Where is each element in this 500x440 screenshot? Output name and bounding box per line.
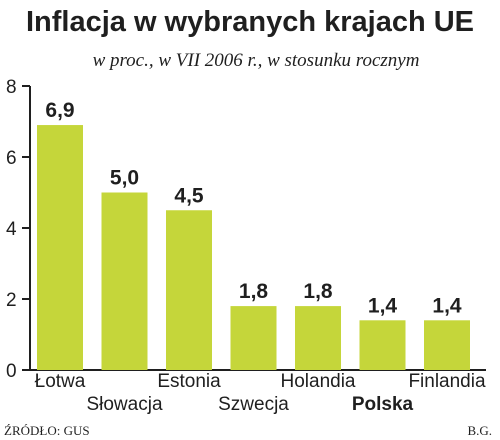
y-tick-label: 0 <box>6 361 17 382</box>
category-label: Holandia <box>281 371 356 392</box>
bar <box>166 210 212 370</box>
category-label: Szwecja <box>218 394 289 415</box>
source-note: ŹRÓDŁO: GUS <box>4 423 90 438</box>
value-labels-group: 6,9 5,0 4,5 1,8 1,8 1,4 1,4 <box>45 99 462 317</box>
bar <box>359 320 406 370</box>
category-label: Estonia <box>157 371 221 392</box>
value-label: 1,8 <box>303 280 333 303</box>
value-label: 5,0 <box>110 167 139 190</box>
y-tick-label: 4 <box>6 219 17 240</box>
value-label: 1,4 <box>432 294 462 317</box>
value-label: 4,5 <box>174 184 204 207</box>
chart-subtitle: w proc., w VII 2006 r., w stosunku roczn… <box>93 50 420 71</box>
y-tick-label: 6 <box>6 148 17 169</box>
bar <box>230 306 277 370</box>
value-label: 1,4 <box>368 294 398 317</box>
category-label: Słowacja <box>86 394 162 415</box>
y-tick-label: 2 <box>6 290 17 311</box>
category-label: Łotwa <box>35 371 86 392</box>
category-label: Polska <box>352 394 414 415</box>
bars-group <box>37 125 470 370</box>
value-label: 1,8 <box>239 280 269 303</box>
category-labels-group: ŁotwaSłowacjaEstoniaSzwecjaHolandiaPolsk… <box>35 371 486 415</box>
bar <box>295 306 341 370</box>
chart-title: Inflacja w wybranych krajach UE <box>26 6 474 38</box>
bar <box>37 125 83 370</box>
category-label: Finlandia <box>408 371 486 392</box>
bar <box>424 320 470 370</box>
value-label: 6,9 <box>45 99 74 122</box>
y-tick-label: 8 <box>6 77 17 98</box>
bar <box>101 192 148 370</box>
author-credit: B.G. <box>467 423 492 438</box>
